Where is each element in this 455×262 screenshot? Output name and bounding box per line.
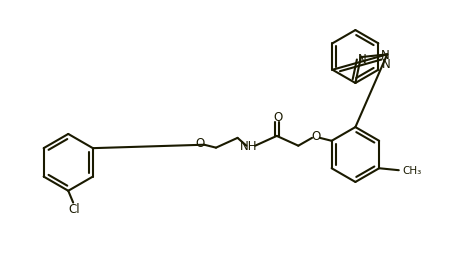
Text: NH: NH (239, 140, 257, 153)
Text: O: O (273, 111, 282, 124)
Text: N: N (357, 53, 366, 66)
Text: O: O (195, 137, 204, 150)
Text: N: N (381, 58, 390, 71)
Text: Cl: Cl (68, 203, 80, 216)
Text: O: O (311, 130, 320, 143)
Text: N: N (380, 49, 389, 62)
Text: CH₃: CH₃ (402, 166, 421, 176)
